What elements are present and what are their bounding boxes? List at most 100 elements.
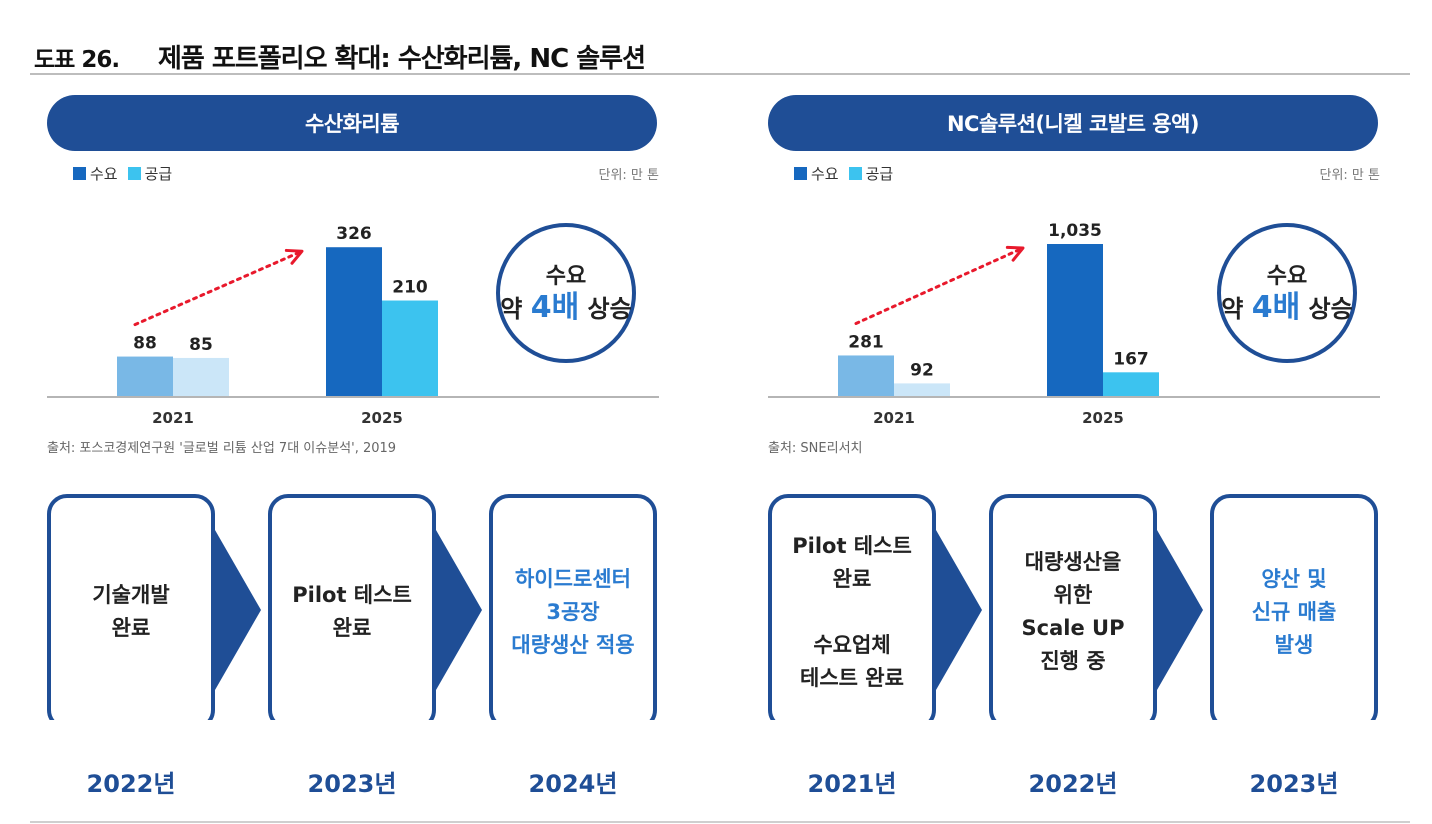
panel-title-pill: NC솔루션(니켈 코발트 용액) — [768, 95, 1378, 151]
demand-growth-callout: 수요 약 4배 상승 — [1217, 223, 1357, 363]
legend-item-demand: 수요 — [73, 163, 118, 184]
callout-line2: 약 4배 상승 — [500, 289, 632, 325]
bar-supply-2021 — [173, 357, 229, 397]
data-label-demand-2025: 1,035 — [1048, 221, 1102, 241]
step-text-3: 양산 및 신규 매출 발생 — [1216, 496, 1372, 728]
data-label-supply-2021: 85 — [189, 335, 213, 355]
panel-lithium-hydroxide: 수산화리튬 수요 공급 단위: 만 톤 88 85 2021 326 210 2025 수… — [47, 95, 659, 815]
step-line: 진행 중 — [1040, 649, 1106, 673]
chart-legend: 수요 공급 — [73, 163, 172, 184]
step-box-2 — [268, 494, 436, 720]
step-box-3 — [489, 494, 657, 720]
legend-swatch-demand — [794, 167, 807, 180]
year-label-2: 2022년 — [1028, 770, 1118, 798]
timeline-graphic — [768, 494, 1378, 720]
callout-emphasis: 4배 — [530, 289, 580, 325]
data-label-supply-2021: 92 — [910, 360, 934, 380]
step-line: 위한 — [1053, 583, 1093, 607]
step-line: 3공장 — [546, 599, 600, 624]
callout-line1: 수요 — [545, 263, 587, 289]
step-line: 대량생산을 — [1024, 550, 1122, 574]
legend-label-demand: 수요 — [811, 165, 839, 183]
step-line: 대량생산 적용 — [511, 632, 635, 657]
step-line: 완료 — [111, 616, 151, 640]
callout-post: 상승 — [1300, 294, 1353, 323]
x-tick-label-2021: 2021 — [873, 409, 915, 427]
step-arrow-1 — [936, 530, 982, 690]
figure-title: 제품 포트폴리오 확대: 수산화리튬, NC 솔루션 — [158, 44, 646, 74]
legend-item-supply: 공급 — [127, 163, 173, 184]
data-label-demand-2021: 88 — [133, 334, 157, 354]
bar-chart: 88 85 2021 326 210 2025 — [47, 224, 659, 427]
step-line: 발생 — [1274, 632, 1314, 657]
source-note: 출처: SNE리서치 — [768, 441, 863, 456]
callout-line1: 수요 — [1266, 263, 1308, 289]
step-line: 하이드로센터 — [515, 566, 631, 591]
step-arrow-2 — [1157, 530, 1203, 690]
step-arrow-1 — [215, 530, 261, 690]
legend-label-supply: 공급 — [865, 165, 894, 183]
bar-demand-2025 — [1047, 244, 1103, 397]
bar-demand-2021 — [838, 355, 894, 397]
callout-line2: 약 4배 상승 — [1221, 291, 1353, 325]
step-line: 양산 및 — [1261, 566, 1327, 591]
unit-label: 단위: 만 톤 — [598, 168, 660, 183]
step-line: 완료 — [332, 616, 372, 640]
legend-item-demand: 수요 — [794, 163, 839, 184]
figure-label: 도표 26. — [34, 47, 120, 73]
growth-arrow — [854, 245, 1025, 325]
demand-growth-callout: 수요 약 4배 상승 — [496, 223, 636, 363]
top-divider — [30, 73, 1410, 75]
data-label-demand-2021: 281 — [848, 332, 884, 352]
callout-pre: 약 — [500, 294, 531, 323]
step-line: 기술개발 — [92, 583, 170, 607]
legend-item-supply: 공급 — [848, 163, 894, 184]
data-label-supply-2025: 167 — [1113, 349, 1149, 369]
panel-title-pill: 수산화리튬 — [47, 95, 657, 151]
legend-label-supply: 공급 — [144, 165, 173, 183]
legend-swatch-supply — [848, 167, 862, 180]
step-line: 완료 — [832, 566, 872, 591]
growth-arrow — [133, 248, 304, 327]
chart-legend: 수요 공급 — [794, 163, 893, 184]
year-label-3: 2024년 — [528, 770, 618, 798]
x-tick-label-2025: 2025 — [361, 409, 403, 427]
x-tick-label-2021: 2021 — [152, 409, 194, 427]
step-line: Scale UP — [1021, 616, 1125, 640]
year-label-3: 2023년 — [1249, 770, 1339, 798]
x-tick-label-2025: 2025 — [1082, 409, 1124, 427]
source-note: 출처: 포스코경제연구원 '글로벌 리튬 산업 7대 이슈분석', 2019 — [47, 441, 397, 456]
step-line: Pilot 테스트 — [292, 583, 412, 607]
bar-chart: 281 92 2021 1,035 167 2025 — [768, 221, 1380, 427]
step-box-1 — [768, 494, 936, 720]
bar-demand-2021 — [117, 356, 173, 397]
step-box-1 — [47, 494, 215, 720]
step-arrow-2 — [436, 530, 482, 690]
data-label-demand-2025: 326 — [336, 224, 372, 244]
step-box-3 — [1210, 494, 1378, 720]
year-label-1: 2021년 — [807, 770, 897, 798]
bar-supply-2021 — [894, 383, 950, 397]
step-line: Pilot 테스트 — [792, 533, 912, 558]
bar-demand-2025 — [326, 247, 382, 397]
year-label-2: 2023년 — [307, 770, 397, 798]
data-label-supply-2025: 210 — [392, 278, 428, 298]
year-label-1: 2022년 — [86, 770, 176, 798]
step-line — [848, 596, 855, 629]
bottom-divider — [30, 821, 1410, 823]
figure-header: 도표 26. 제품 포트폴리오 확대: 수산화리튬, NC 솔루션 — [30, 38, 1410, 74]
step-line: 수요업체 — [813, 632, 891, 657]
step-line: 테스트 완료 — [800, 665, 904, 690]
legend-swatch-demand — [73, 167, 86, 180]
timeline-graphic — [47, 494, 657, 720]
callout-post: 상승 — [579, 294, 632, 323]
bar-supply-2025 — [1103, 372, 1159, 397]
unit-label: 단위: 만 톤 — [1319, 168, 1381, 183]
legend-label-demand: 수요 — [90, 165, 118, 183]
legend-swatch-supply — [127, 167, 141, 180]
panel-nc-solution: NC솔루션(니켈 코발트 용액) 수요 공급 단위: 만 톤 281 92 2021… — [768, 95, 1380, 815]
